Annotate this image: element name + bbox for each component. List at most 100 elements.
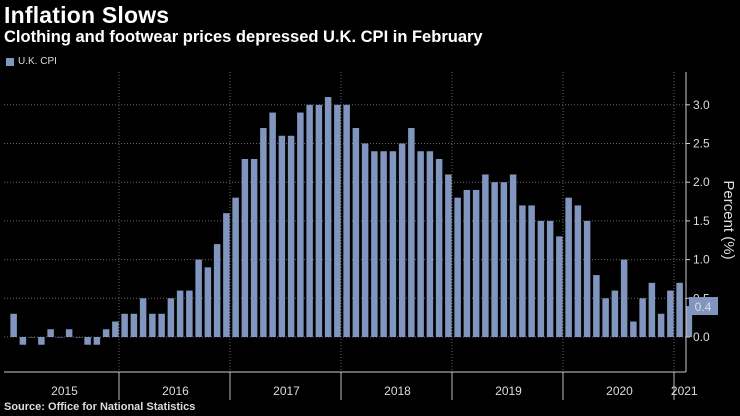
- bar: [19, 337, 27, 345]
- bar: [38, 337, 45, 345]
- bar: [232, 197, 239, 337]
- legend-label: U.K. CPI: [18, 56, 57, 67]
- bar: [537, 220, 545, 337]
- bar: [472, 189, 480, 337]
- bar: [102, 329, 110, 337]
- bar: [667, 290, 674, 337]
- grid: [4, 72, 686, 372]
- x-tick-label: 2021: [671, 384, 698, 398]
- bar: [250, 158, 258, 337]
- source-note: Source: Office for National Statistics: [4, 401, 196, 413]
- bar: [47, 329, 54, 337]
- y-tick-label: 3.0: [693, 98, 710, 112]
- bar: [213, 244, 221, 337]
- bar: [241, 158, 249, 337]
- x-tick-label: 2020: [606, 384, 633, 398]
- bar: [75, 337, 82, 338]
- bar: [176, 290, 184, 337]
- y-tick-label: 2.0: [693, 175, 710, 189]
- bar: [361, 143, 369, 337]
- bar: [491, 182, 498, 337]
- bar: [630, 321, 637, 337]
- bar: [454, 197, 461, 337]
- y-tick-label: 2.5: [693, 137, 710, 151]
- bar: [10, 313, 17, 337]
- bar: [121, 313, 128, 337]
- x-tick-label: 2016: [162, 384, 189, 398]
- bar: [583, 220, 591, 337]
- bar: [195, 259, 202, 337]
- bar: [648, 282, 656, 337]
- bar: [408, 128, 415, 337]
- x-tick-label: 2017: [273, 384, 300, 398]
- bar: [371, 151, 378, 337]
- last-value-label: 0.4: [695, 300, 712, 314]
- bar: [112, 321, 119, 337]
- bar: [417, 151, 424, 337]
- bar: [158, 313, 165, 337]
- bar: [445, 174, 452, 337]
- bar: [519, 205, 526, 337]
- bar: [593, 275, 600, 337]
- bar: [380, 151, 387, 337]
- bar: [278, 135, 286, 337]
- bar: [186, 290, 193, 337]
- bar: [93, 337, 101, 345]
- bar: [343, 104, 350, 337]
- bar: [334, 104, 341, 337]
- y-tick-label: 1.5: [693, 214, 710, 228]
- bar: [223, 213, 230, 337]
- legend: U.K. CPI: [6, 56, 57, 67]
- bar: [546, 220, 554, 337]
- bar: [352, 128, 360, 337]
- chart-subtitle: Clothing and footwear prices depressed U…: [4, 28, 483, 46]
- bar: [602, 298, 609, 337]
- bar: [556, 236, 563, 337]
- axes: 3.02.52.01.51.00.50.02015201620172018201…: [4, 72, 737, 400]
- bar: [500, 182, 508, 337]
- bar: [324, 97, 332, 337]
- bar: [28, 337, 36, 338]
- bar: [565, 197, 572, 337]
- bar: [482, 174, 489, 337]
- bar: [620, 259, 628, 337]
- bar: [315, 104, 323, 337]
- bar: [130, 313, 138, 337]
- chart-title: Inflation Slows: [4, 2, 170, 28]
- bar: [509, 174, 517, 337]
- y-tick-label: 0.0: [693, 330, 710, 344]
- bar: [65, 329, 73, 337]
- bars: [10, 97, 693, 345]
- bar: [676, 282, 683, 337]
- x-tick-label: 2019: [495, 384, 522, 398]
- last-value-badge: [689, 297, 718, 316]
- y-axis-title: Percent (%): [720, 180, 737, 259]
- bar: [657, 313, 665, 337]
- bar: [639, 298, 646, 337]
- y-tick-label: 1.0: [693, 253, 710, 267]
- bar: [56, 337, 64, 338]
- bar: [426, 151, 434, 337]
- bar: [269, 112, 276, 337]
- bar: [398, 143, 406, 337]
- bar: [260, 128, 267, 337]
- bar: [287, 135, 295, 337]
- x-tick-label: 2015: [51, 384, 78, 398]
- x-tick-label: 2018: [384, 384, 411, 398]
- bar: [167, 298, 175, 337]
- bar: [463, 189, 471, 337]
- legend-swatch: [6, 57, 14, 66]
- bar: [149, 313, 156, 337]
- bar: [139, 298, 147, 337]
- bar: [611, 290, 619, 337]
- bar: [528, 205, 535, 337]
- bar: [574, 205, 582, 337]
- bar: [389, 151, 397, 337]
- bar: [84, 337, 91, 345]
- bar: [685, 306, 693, 337]
- bar: [204, 267, 212, 337]
- bar: [306, 104, 313, 337]
- bar: [435, 158, 443, 337]
- bar: [297, 112, 304, 337]
